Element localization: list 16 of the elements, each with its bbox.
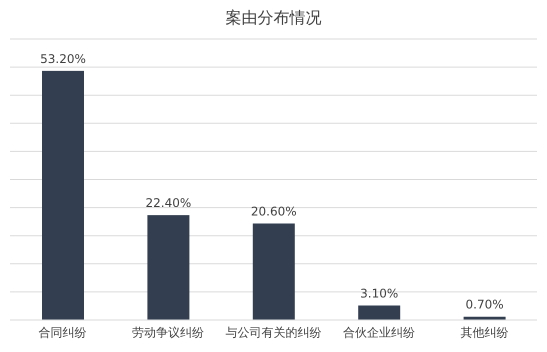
chart-title: 案由分布情况 — [224, 8, 322, 29]
bar — [147, 215, 190, 320]
bar — [42, 70, 84, 320]
x-tick-label: 合同纠纷 — [38, 326, 87, 340]
x-tick-label: 合伙企业纠纷 — [342, 326, 415, 340]
x-tick-label: 劳动争议纠纷 — [132, 326, 204, 340]
x-tick-label: 其他纠纷 — [460, 326, 508, 340]
data-label: 0.70% — [466, 298, 504, 312]
data-label: 22.40% — [146, 196, 192, 210]
data-label: 53.20% — [40, 52, 86, 66]
x-tick-label: 与公司有关的纠纷 — [226, 326, 322, 340]
bar — [464, 316, 506, 320]
data-label: 3.10% — [360, 286, 398, 300]
bar — [358, 305, 400, 320]
bar — [252, 224, 295, 320]
data-label: 20.60% — [250, 204, 297, 219]
